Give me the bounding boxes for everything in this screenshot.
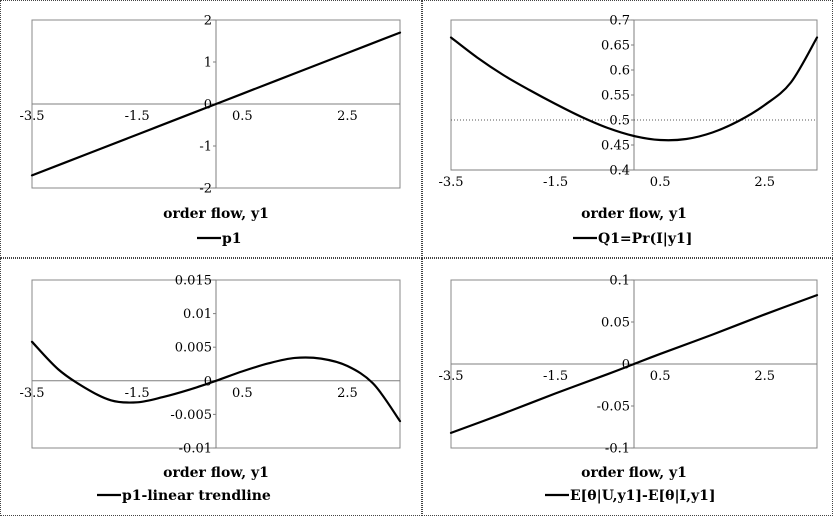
- chart-3-x-axis-title: order flow, y1: [163, 465, 269, 481]
- chart-2-y-tick-label: 0.65: [601, 39, 630, 54]
- chart-2-y-tick-label: 0.5: [609, 114, 630, 129]
- chart-4: -0.1 -0.05 0 0.05 0.1 -3.5 -1.5 0.5 2.5 order flo…: [438, 274, 819, 504]
- chart-4-legend: E[θ|U,y1]-E[θ|I,y1]: [545, 488, 715, 504]
- chart-4-y-tick-label: 0: [622, 358, 630, 373]
- chart-2-series-line: [449, 36, 819, 142]
- chart-1-x-tick-label: -1.5: [125, 109, 150, 124]
- chart-1-y-tick-label: 2: [204, 14, 212, 29]
- chart-3-x-tick-label: 0.5: [232, 386, 253, 401]
- chart-1-legend: p1: [197, 231, 242, 247]
- chart-2-y-tick-label: 0.6: [609, 64, 630, 79]
- chart-1-x-axis-title: order flow, y1: [163, 206, 269, 222]
- chart-3-y-tick-label: -0.005: [170, 408, 212, 423]
- chart-3-y-tick-label: 0.005: [175, 341, 212, 356]
- chart-4-x-tick-label: 2.5: [754, 369, 775, 384]
- chart-2-y-tick-label: 0.4: [609, 164, 630, 179]
- chart-4-legend-label: E[θ|U,y1]-E[θ|I,y1]: [570, 488, 715, 504]
- chart-1: -2 -1 0 1 2 -3.5 -1.5 0.5 2.5 order flow, y1 p1: [19, 14, 402, 247]
- chart-2-x-tick-label: 2.5: [754, 175, 775, 190]
- chart-3-y-tick-label: 0.015: [175, 274, 212, 289]
- chart-1-y-tick-label: -2: [199, 182, 212, 197]
- chart-1-legend-label: p1: [222, 231, 242, 247]
- chart-panel-border-1: [0, 0, 422, 258]
- chart-3-y-tick-label: -0.01: [179, 442, 212, 457]
- chart-3-legend-label: p1-linear trendline: [122, 488, 271, 504]
- chart-4-x-tick-label: -3.5: [438, 369, 463, 384]
- chart-2-legend-label: Q1=Pr(I|y1]: [598, 231, 692, 247]
- chart-3: -0.01 -0.005 0 0.005 0.01 0.015 -3.5 -1.5 0.5 2.5…: [19, 274, 402, 504]
- chart-2-legend: Q1=Pr(I|y1]: [573, 231, 692, 247]
- chart-4-x-tick-label: -1.5: [543, 369, 568, 384]
- chart-3-y-tick-label: 0.01: [183, 307, 212, 322]
- chart-3-x-tick-label: -3.5: [19, 386, 44, 401]
- chart-2-x-tick-label: 0.5: [650, 175, 671, 190]
- chart-2-y-tick-label: 0.7: [609, 14, 630, 29]
- chart-3-legend: p1-linear trendline: [97, 488, 271, 504]
- chart-1-series-line: [30, 31, 402, 177]
- chart-1-y-tick-label: 0: [204, 98, 212, 113]
- chart-3-x-tick-label: 2.5: [337, 386, 358, 401]
- chart-1-y-tick-label: -1: [199, 140, 212, 155]
- chart-3-x-tick-label: -1.5: [125, 386, 150, 401]
- chart-3-series-line: [30, 340, 402, 423]
- chart-2-x-axis-title: order flow, y1: [581, 206, 687, 222]
- chart-1-y-tick-label: 1: [204, 56, 212, 71]
- chart-2: 0.4 0.45 0.5 0.55 0.6 0.65 0.7 -3.5 -1.5 0.5 2.5 or…: [438, 14, 819, 247]
- chart-2-x-tick-label: -3.5: [438, 175, 463, 190]
- chart-4-x-tick-label: 0.5: [650, 369, 671, 384]
- chart-1-x-tick-label: 2.5: [337, 109, 358, 124]
- chart-3-y-tick-label: 0: [204, 374, 212, 389]
- chart-4-x-axis-title: order flow, y1: [581, 465, 687, 481]
- chart-2-y-tick-label: 0.55: [601, 89, 630, 104]
- chart-4-y-tick-label: -0.05: [597, 400, 630, 415]
- chart-2-y-tick-label: 0.45: [601, 139, 630, 154]
- chart-4-y-tick-label: -0.1: [605, 442, 630, 457]
- chart-1-x-tick-label: 0.5: [232, 109, 253, 124]
- chart-4-y-tick-label: 0.05: [601, 316, 630, 331]
- chart-2-x-tick-label: -1.5: [543, 175, 568, 190]
- chart-4-y-tick-label: 0.1: [609, 274, 630, 289]
- chart-1-x-tick-label: -3.5: [19, 109, 44, 124]
- chart-4-series-line: [449, 294, 819, 434]
